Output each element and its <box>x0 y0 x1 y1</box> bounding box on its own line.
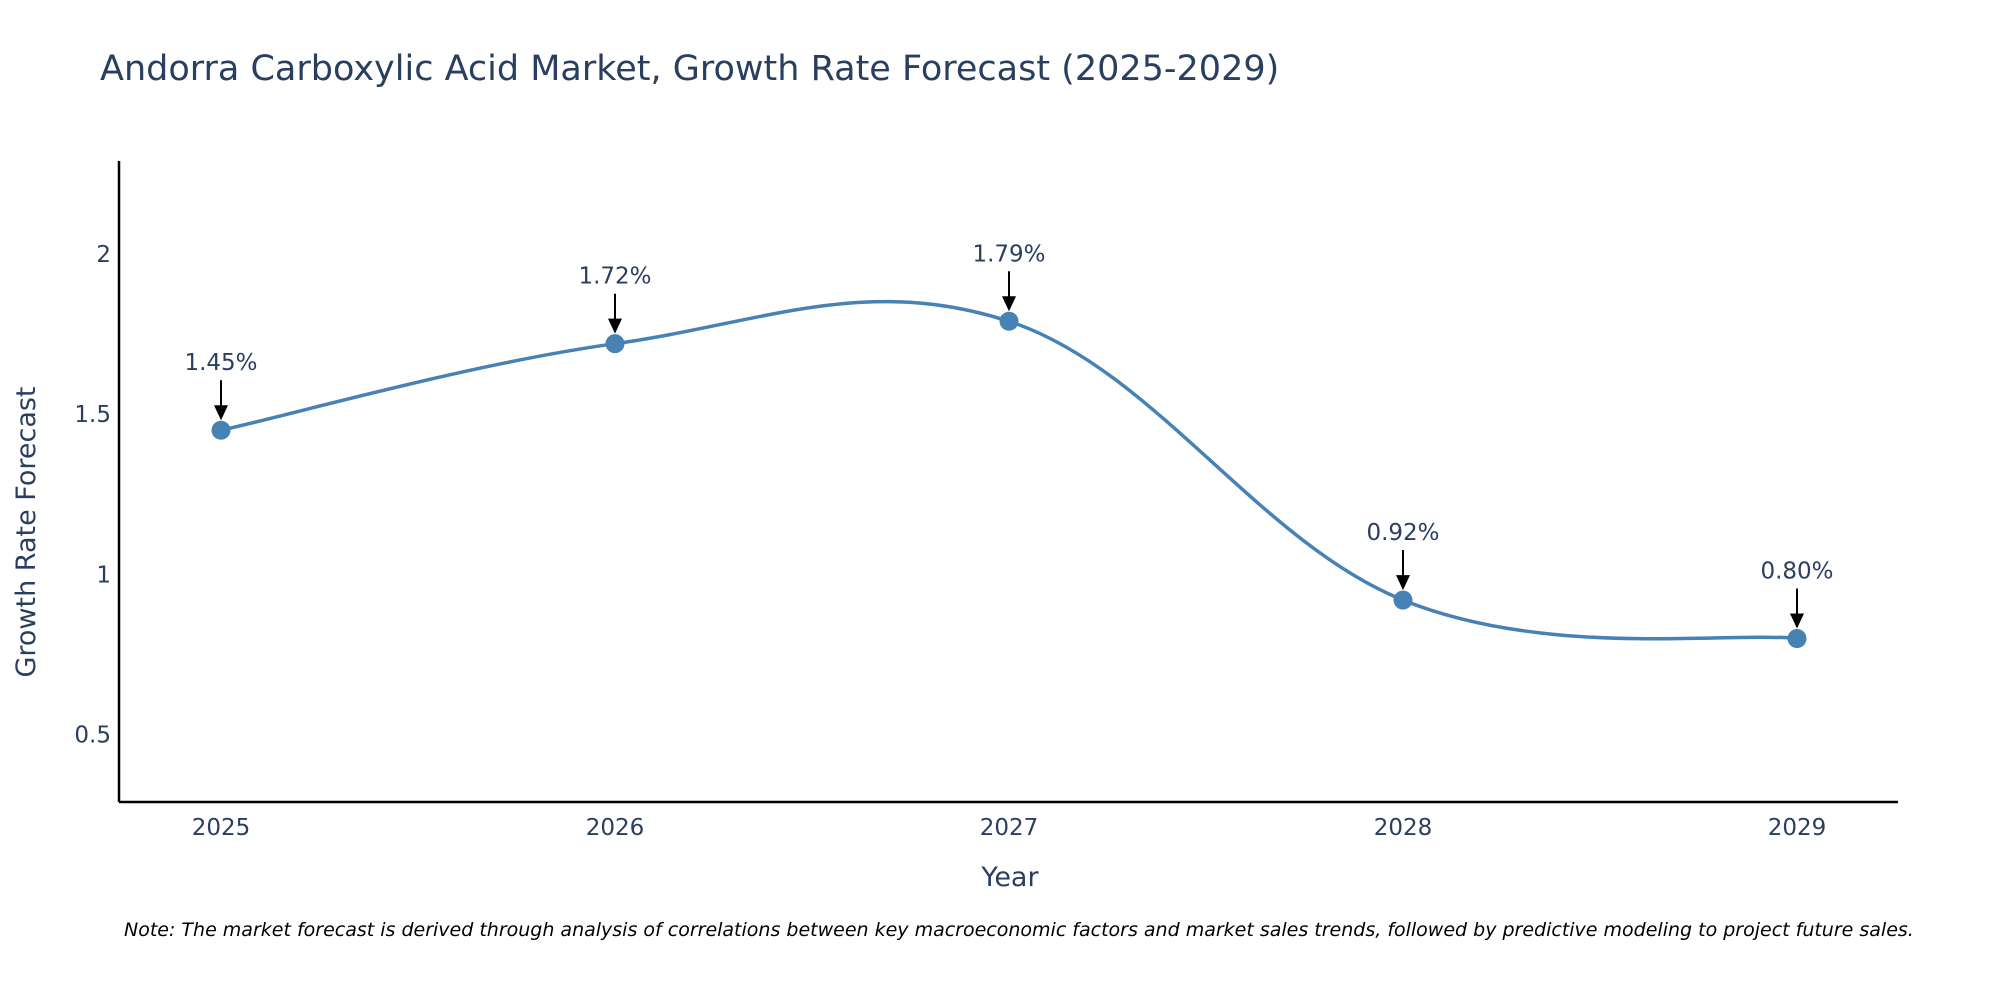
data-label: 1.72% <box>578 264 651 290</box>
data-label: 1.79% <box>972 241 1045 267</box>
data-label: 1.45% <box>184 350 257 376</box>
annotation-arrowhead <box>1396 575 1410 591</box>
y-tick-label: 2 <box>96 242 111 268</box>
annotation-arrowhead <box>214 405 228 421</box>
data-point[interactable] <box>1393 590 1413 610</box>
points-layer <box>211 311 1807 649</box>
y-axis-ticks: 0.5 1 1.5 2 <box>74 242 111 749</box>
x-axis-title: Year <box>980 862 1039 893</box>
x-tick-label: 2028 <box>1374 815 1433 841</box>
footnote: Note: The market forecast is derived thr… <box>124 919 1914 941</box>
chart-title: Andorra Carboxylic Acid Market, Growth R… <box>100 49 1279 89</box>
data-point[interactable] <box>211 420 231 440</box>
x-tick-label: 2029 <box>1768 815 1827 841</box>
data-point[interactable] <box>999 311 1019 331</box>
data-point[interactable] <box>605 334 625 354</box>
x-tick-label: 2027 <box>980 815 1039 841</box>
x-tick-label: 2026 <box>586 815 645 841</box>
series-layer <box>219 299 1799 641</box>
data-label: 0.92% <box>1366 520 1439 546</box>
series-line <box>219 299 1799 641</box>
annotation-arrowhead <box>608 318 622 334</box>
y-tick-label: 1 <box>96 562 111 588</box>
data-labels: 1.45% 1.72% 1.79% 0.92% 0.80% <box>184 241 1834 629</box>
x-axis-ticks: 2025 2026 2027 2028 2029 <box>192 815 1827 841</box>
y-tick-label: 0.5 <box>74 723 111 749</box>
y-axis-title: Growth Rate Forecast <box>11 386 42 677</box>
annotation-arrowhead <box>1790 613 1804 629</box>
y-tick-label: 1.5 <box>74 402 111 428</box>
axes <box>117 161 1898 804</box>
annotation-arrowhead <box>1002 296 1016 312</box>
data-point[interactable] <box>1787 629 1807 649</box>
data-label: 0.80% <box>1760 559 1833 585</box>
x-tick-label: 2025 <box>192 815 251 841</box>
